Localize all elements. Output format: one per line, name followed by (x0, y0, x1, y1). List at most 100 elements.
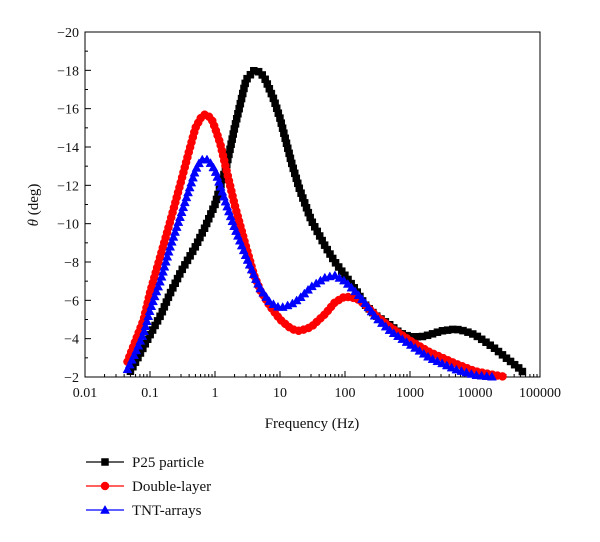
series-p25-particle (126, 66, 527, 376)
x-tick-label-4: 100 (335, 386, 356, 401)
data-point (397, 334, 408, 343)
data-point (159, 261, 170, 271)
data-point (178, 202, 189, 212)
data-point (498, 372, 507, 381)
data-point (487, 371, 497, 381)
legend-label: Double-layer (132, 479, 211, 495)
data-point (166, 236, 177, 246)
y-axis-ticks: −2 −4 −6 −8 −10 −12 −14 −16 −18 −20 (57, 26, 91, 386)
data-point (388, 328, 399, 338)
data-point (144, 306, 155, 315)
x-tick-label-2: 1 (212, 386, 219, 401)
series-tnt-arrays (122, 154, 497, 381)
legend-marker (101, 458, 109, 466)
data-point (418, 348, 429, 358)
data-point (432, 356, 443, 366)
series-layer (122, 66, 527, 381)
data-point (423, 351, 433, 361)
y-tick-label-4: −10 (57, 218, 79, 233)
data-point (146, 301, 157, 311)
data-point (126, 354, 137, 364)
data-point (148, 296, 158, 306)
data-point (179, 197, 190, 207)
y-axis-title-unit: (deg) (26, 184, 42, 219)
x-tick-label-0: 0.01 (73, 386, 98, 401)
data-point (133, 340, 144, 350)
data-point (149, 291, 160, 301)
y-tick-label-0: −2 (64, 371, 79, 386)
data-point (181, 192, 192, 202)
y-tick-label-7: −16 (57, 103, 79, 118)
data-point (124, 359, 135, 369)
data-point (176, 207, 187, 217)
x-tick-label-6: 10000 (458, 386, 493, 401)
data-point (135, 335, 146, 345)
data-point (139, 326, 150, 336)
data-point (143, 311, 154, 320)
y-tick-label-5: −12 (57, 179, 79, 194)
data-point (168, 231, 179, 241)
data-point (427, 354, 438, 363)
series-line (126, 113, 507, 378)
data-point (163, 246, 174, 256)
legend-item-1: Double-layer (86, 479, 211, 495)
data-point (191, 162, 202, 172)
x-axis-ticks: 0.01 0.1 1 10 100 1000 10000 100000 (73, 371, 561, 401)
data-point (156, 271, 167, 281)
legend-marker (100, 481, 110, 491)
data-point (151, 286, 162, 296)
y-tick-label-6: −14 (57, 141, 79, 156)
data-point (446, 362, 457, 372)
y-axis-title-symbol: θ (26, 218, 42, 226)
data-point (158, 266, 168, 276)
data-point (131, 345, 142, 355)
legend-item-2: TNT-arrays (86, 503, 202, 519)
data-point (170, 227, 180, 236)
data-point (334, 272, 345, 282)
data-point (141, 316, 152, 325)
data-point (165, 241, 176, 251)
legend-item-0: P25 particle (86, 455, 204, 471)
data-point (160, 256, 171, 266)
y-tick-label-3: −8 (64, 256, 79, 271)
data-point (184, 182, 195, 192)
data-point (401, 337, 412, 346)
data-point (437, 358, 448, 368)
data-point (153, 281, 164, 291)
x-tick-label-5: 1000 (396, 386, 424, 401)
y-axis-title: θ (deg) (26, 184, 42, 227)
y-tick-label-2: −6 (64, 294, 79, 309)
data-point (183, 187, 193, 197)
legend: P25 particle Double-layer TNT-arrays (86, 455, 211, 519)
series-double-layer (123, 110, 507, 381)
x-axis-title: Frequency (Hz) (265, 416, 360, 432)
x-tick-label-7: 100000 (519, 386, 561, 401)
data-point (187, 172, 198, 182)
data-point (137, 331, 148, 340)
data-point (414, 345, 425, 355)
data-point (186, 177, 197, 187)
data-point (329, 270, 340, 280)
data-point (140, 321, 151, 330)
data-point (162, 251, 173, 261)
data-point (518, 367, 527, 376)
data-point (154, 276, 165, 286)
x-tick-label-1: 0.1 (141, 386, 159, 401)
data-point (189, 167, 200, 177)
legend-label: TNT-arrays (132, 503, 202, 519)
data-point (441, 360, 452, 370)
legend-marker (100, 504, 110, 514)
data-point (171, 222, 182, 231)
data-point (129, 350, 140, 359)
data-point (122, 364, 133, 374)
data-point (393, 331, 403, 340)
y-tick-label-8: −18 (57, 64, 79, 79)
data-point (405, 340, 416, 349)
data-point (175, 212, 185, 221)
data-point (173, 217, 184, 226)
data-point (268, 299, 279, 309)
y-tick-label-9: −20 (57, 26, 79, 41)
x-tick-label-3: 10 (273, 386, 287, 401)
legend-label: P25 particle (132, 455, 204, 471)
